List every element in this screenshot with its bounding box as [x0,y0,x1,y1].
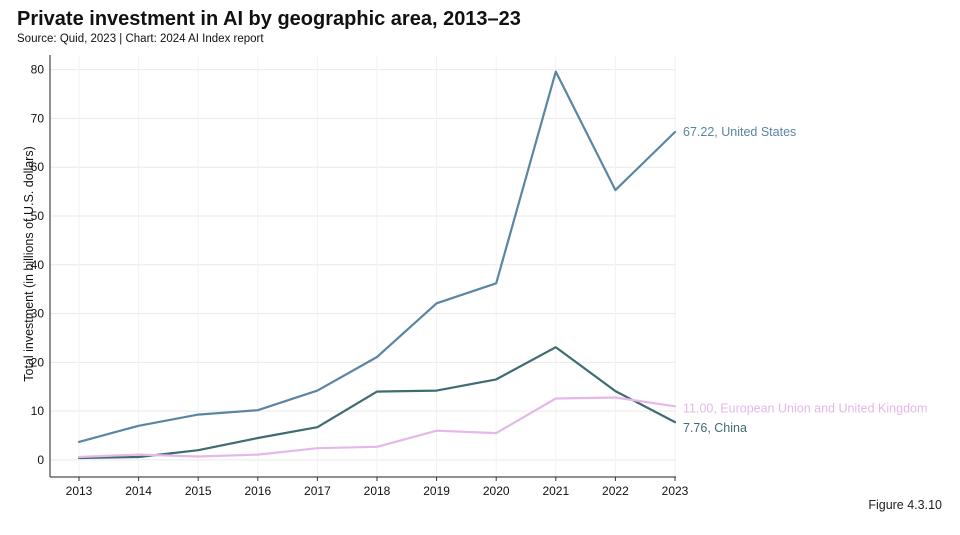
x-tick-label: 2015 [185,484,212,498]
series-line-european-union-and-united-kingdom [77,396,677,459]
figure-label: Figure 4.3.10 [868,498,942,512]
x-tick-label: 2013 [66,484,93,498]
y-tick-label: 70 [31,111,45,125]
x-tick-label: 2020 [483,484,510,498]
y-axis-title: Total investment (in billions of U.S. do… [22,146,36,382]
y-tick-label: 0 [37,453,44,467]
axes: 0 10 20 30 40 50 60 70 80 2013 2014 2015 2016 2017 201… [22,55,689,498]
series-end-label: 67.22, United States [683,125,796,139]
y-tick-label: 80 [31,63,45,77]
series-end-label: 11.00, European Union and United Kingdom [683,401,927,415]
x-tick-label: 2023 [662,484,689,498]
series-line-united-states [77,70,677,443]
x-tick-label: 2022 [602,484,629,498]
series-end-label: 7.76, China [683,421,747,435]
y-tick-label: 60 [31,160,45,174]
x-tick-label: 2016 [244,484,271,498]
x-tick-label: 2017 [304,484,331,498]
y-tick-label: 50 [31,209,45,223]
y-tick-label: 20 [31,355,45,369]
x-tick-label: 2021 [542,484,569,498]
grid-lines [50,55,676,477]
series-end-labels: 67.22, United States 7.76, China 11.00, Eu… [683,125,927,435]
series-lines [77,70,677,460]
chart-subtitle: Source: Quid, 2023 | Chart: 2024 AI Inde… [17,33,264,45]
chart-title: Private investment in AI by geographic a… [17,8,521,30]
x-tick-label: 2018 [364,484,391,498]
x-tick-label: 2019 [423,484,450,498]
series-line-china [77,346,677,460]
y-tick-label: 40 [31,258,45,272]
y-tick-label: 30 [31,307,45,321]
x-tick-label: 2014 [125,484,152,498]
y-tick-label: 10 [31,404,45,418]
